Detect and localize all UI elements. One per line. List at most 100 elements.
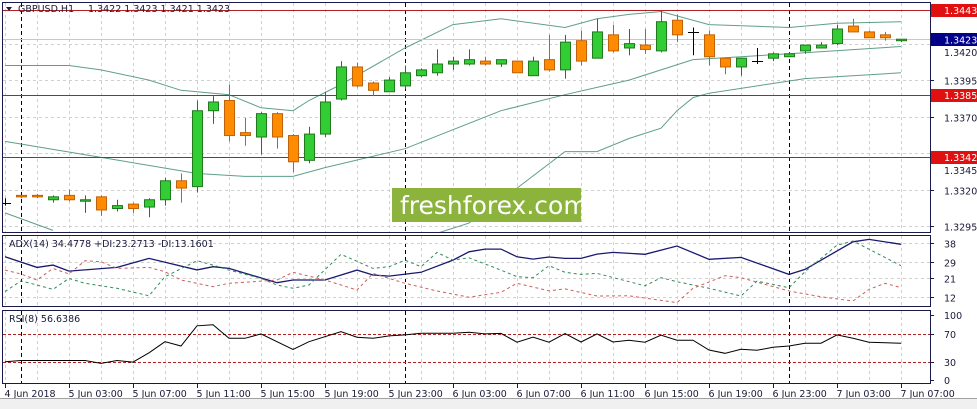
candle[interactable] bbox=[240, 118, 251, 146]
candle-body bbox=[176, 180, 187, 189]
candle-body bbox=[720, 57, 731, 68]
candle[interactable] bbox=[640, 28, 651, 54]
triangle-down-icon[interactable] bbox=[6, 7, 12, 11]
candle[interactable] bbox=[0, 198, 11, 206]
candle[interactable] bbox=[704, 30, 715, 66]
current-price-box bbox=[931, 33, 977, 46]
candle[interactable] bbox=[480, 56, 491, 66]
level-price-box bbox=[931, 151, 977, 164]
candle[interactable] bbox=[720, 57, 731, 75]
candle[interactable] bbox=[128, 202, 139, 213]
time-tick-label: 4 Jun 2018 bbox=[5, 389, 56, 400]
rsi-line bbox=[4, 324, 902, 364]
candle[interactable] bbox=[416, 68, 427, 78]
candle[interactable] bbox=[288, 134, 299, 173]
candle[interactable] bbox=[672, 14, 683, 43]
candle[interactable] bbox=[352, 62, 363, 88]
candle[interactable] bbox=[464, 49, 475, 66]
time-tick-label: 6 Jun 03:00 bbox=[453, 389, 507, 400]
candle[interactable] bbox=[880, 31, 891, 41]
candle-body bbox=[16, 194, 27, 198]
candle[interactable] bbox=[736, 57, 747, 76]
candle-body bbox=[768, 53, 779, 59]
candle[interactable] bbox=[864, 30, 875, 39]
candle[interactable] bbox=[816, 42, 827, 49]
candle-body bbox=[736, 57, 747, 68]
time-tick-label: 5 Jun 19:00 bbox=[325, 389, 379, 400]
candle[interactable] bbox=[208, 96, 219, 124]
candle-body bbox=[656, 21, 667, 52]
candle[interactable] bbox=[752, 47, 763, 65]
candle[interactable] bbox=[768, 52, 779, 62]
candle[interactable] bbox=[384, 77, 395, 93]
candle[interactable] bbox=[656, 10, 667, 53]
watermark-text: freshforex.com bbox=[400, 191, 588, 220]
candle-body bbox=[128, 203, 139, 210]
candle[interactable] bbox=[848, 18, 859, 33]
candle[interactable] bbox=[432, 49, 443, 76]
candle-body bbox=[816, 44, 827, 49]
adx-pane[interactable] bbox=[4, 238, 902, 304]
candle[interactable] bbox=[624, 28, 635, 56]
rsi-pane-frame bbox=[2, 310, 931, 384]
candle[interactable] bbox=[160, 177, 171, 206]
time-tick-label: 5 Jun 07:00 bbox=[133, 389, 187, 400]
price-pane[interactable] bbox=[0, 10, 930, 233]
candle[interactable] bbox=[80, 195, 91, 213]
candle-body bbox=[352, 66, 363, 87]
time-tick-label: 5 Jun 11:00 bbox=[197, 389, 251, 400]
candle-body bbox=[48, 196, 59, 201]
candle-body bbox=[864, 31, 875, 39]
candle[interactable] bbox=[48, 195, 59, 203]
candle[interactable] bbox=[192, 100, 203, 193]
candle-body bbox=[160, 180, 171, 201]
price-tick-label: 1.3295 bbox=[944, 223, 977, 234]
candle-body bbox=[400, 72, 411, 87]
candle[interactable] bbox=[176, 173, 187, 203]
time-tick-label: 5 Jun 15:00 bbox=[261, 389, 315, 400]
candle[interactable] bbox=[16, 194, 27, 199]
candle[interactable] bbox=[576, 30, 587, 66]
price-tick-label: 1.3395 bbox=[944, 77, 977, 88]
candle[interactable] bbox=[144, 198, 155, 218]
rsi-pane[interactable] bbox=[3, 324, 930, 364]
candle[interactable] bbox=[608, 24, 619, 53]
candle[interactable] bbox=[784, 52, 795, 58]
candle[interactable] bbox=[512, 60, 523, 74]
candle[interactable] bbox=[320, 91, 331, 137]
bollinger-lower-band bbox=[4, 212, 54, 231]
candle[interactable] bbox=[368, 81, 379, 97]
candle[interactable] bbox=[256, 112, 267, 155]
bottom-tab-strip[interactable] bbox=[0, 398, 977, 409]
candle[interactable] bbox=[400, 65, 411, 89]
candle-body bbox=[448, 60, 459, 65]
candle[interactable] bbox=[528, 56, 539, 77]
candle[interactable] bbox=[896, 38, 907, 43]
candle[interactable] bbox=[272, 112, 283, 149]
candle-body bbox=[608, 34, 619, 52]
bollinger-middle-band bbox=[4, 46, 902, 177]
candle-body bbox=[880, 34, 891, 39]
candle-body bbox=[224, 100, 235, 137]
candle[interactable] bbox=[688, 27, 699, 56]
candle[interactable] bbox=[832, 24, 843, 46]
candle[interactable] bbox=[112, 199, 123, 212]
candle-body bbox=[288, 135, 299, 163]
candle[interactable] bbox=[544, 34, 555, 72]
candle-body bbox=[784, 53, 795, 58]
candle[interactable] bbox=[224, 84, 235, 142]
candle-body bbox=[592, 31, 603, 59]
candle-body bbox=[624, 43, 635, 49]
level-price-box bbox=[931, 89, 977, 102]
candle[interactable] bbox=[448, 56, 459, 70]
candle[interactable] bbox=[96, 195, 107, 216]
candle[interactable] bbox=[592, 18, 603, 59]
candle[interactable] bbox=[560, 34, 571, 79]
candle[interactable] bbox=[336, 61, 347, 101]
candle[interactable] bbox=[32, 193, 43, 199]
candle[interactable] bbox=[304, 126, 315, 164]
candle[interactable] bbox=[800, 44, 811, 54]
candle[interactable] bbox=[496, 59, 507, 67]
candle[interactable] bbox=[64, 189, 75, 202]
